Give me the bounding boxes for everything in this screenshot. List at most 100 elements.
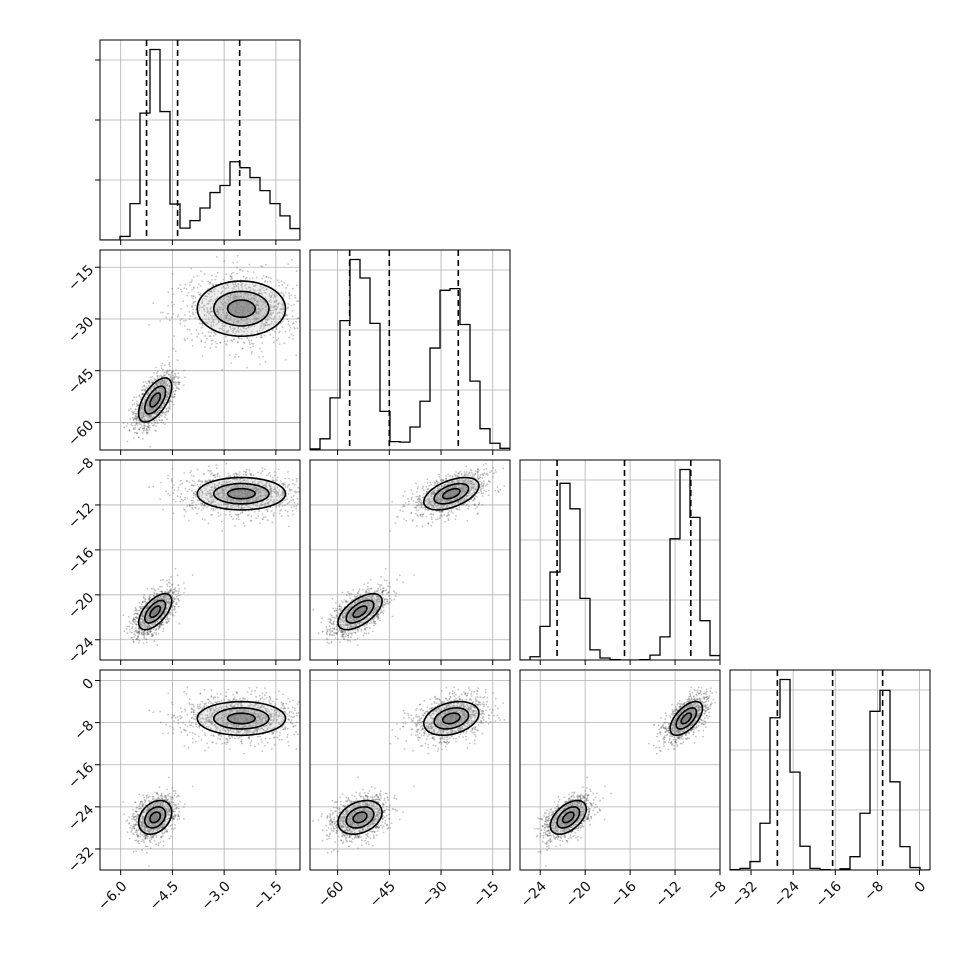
sample-point — [331, 480, 333, 482]
sample-point — [273, 471, 276, 473]
sample-point — [147, 404, 150, 407]
sample-point — [166, 369, 169, 372]
sample-point — [143, 425, 146, 428]
sample-point — [155, 383, 158, 386]
sample-point — [202, 306, 205, 308]
sample-point — [282, 308, 285, 311]
sample-point — [191, 305, 193, 307]
sample-point — [211, 343, 213, 345]
sample-point — [171, 611, 174, 614]
sample-point — [260, 305, 263, 307]
sample-point — [237, 294, 240, 296]
sample-point — [207, 303, 210, 305]
sample-point — [162, 383, 165, 385]
sample-point — [142, 427, 144, 430]
sample-point — [291, 498, 294, 501]
sample-point — [280, 514, 283, 517]
sample-point — [154, 390, 157, 393]
sample-point — [168, 356, 170, 358]
sample-point — [201, 301, 204, 304]
sample-point — [167, 595, 169, 598]
sample-point — [166, 392, 169, 395]
sample-point — [142, 618, 145, 621]
sample-point — [162, 380, 164, 383]
sample-point — [153, 631, 156, 634]
sample-point — [147, 400, 150, 403]
sample-point — [171, 380, 174, 382]
sample-point — [225, 316, 227, 319]
sample-point — [204, 321, 207, 324]
sample-point — [172, 591, 175, 593]
sample-point — [165, 600, 168, 603]
sample-point — [191, 279, 193, 281]
sample-point — [155, 598, 158, 601]
sample-point — [211, 339, 214, 341]
sample-point — [271, 476, 274, 479]
sample-point — [155, 425, 157, 428]
sample-point — [248, 277, 251, 280]
sample-point — [266, 319, 269, 321]
sample-point — [258, 292, 260, 295]
sample-point — [172, 390, 175, 393]
sample-point — [133, 630, 136, 633]
sample-point — [154, 421, 157, 424]
sample-point — [310, 500, 312, 502]
sample-point — [161, 391, 164, 393]
sample-point — [182, 499, 185, 502]
sample-point — [223, 319, 226, 322]
sample-point — [200, 270, 202, 272]
sample-point — [186, 305, 189, 307]
sample-point — [148, 397, 151, 400]
sample-point — [198, 309, 201, 312]
sample-point — [177, 381, 180, 383]
sample-point — [209, 300, 211, 302]
sample-point — [155, 603, 158, 605]
sample-point — [175, 590, 178, 593]
sample-point — [233, 287, 235, 290]
sample-point — [252, 342, 255, 345]
sample-point — [162, 627, 165, 630]
sample-point — [265, 288, 268, 291]
sample-point — [235, 295, 238, 298]
sample-point — [157, 390, 160, 392]
sample-point — [260, 334, 262, 337]
sample-point — [301, 488, 303, 490]
sample-point — [221, 368, 224, 371]
sample-point — [135, 396, 138, 398]
sample-point — [258, 315, 260, 318]
sample-point — [287, 306, 290, 309]
sample-point — [196, 286, 199, 289]
sample-point — [262, 300, 265, 303]
sample-point — [241, 270, 244, 272]
sample-point — [277, 303, 279, 306]
sample-point — [239, 322, 242, 324]
sample-point — [134, 612, 137, 615]
sample-point — [192, 484, 195, 487]
sample-point — [184, 487, 187, 490]
sample-point — [162, 602, 165, 605]
sample-point — [273, 295, 276, 298]
sample-point — [145, 617, 148, 619]
sample-point — [269, 309, 272, 312]
sample-point — [149, 426, 151, 429]
sample-point — [135, 418, 138, 421]
sample-point — [259, 327, 261, 330]
sample-point — [281, 307, 284, 310]
sample-point — [150, 630, 153, 633]
sample-point — [160, 590, 163, 593]
sample-point — [135, 638, 138, 641]
sample-point — [146, 393, 149, 396]
sample-point — [210, 325, 213, 327]
sample-point — [163, 374, 165, 377]
sample-point — [245, 333, 248, 335]
sample-point — [143, 626, 146, 629]
sample-point — [178, 383, 181, 386]
sample-point — [193, 286, 195, 288]
sample-point — [159, 414, 162, 417]
sample-point — [147, 614, 150, 616]
sample-point — [126, 440, 129, 443]
sample-point — [166, 398, 168, 401]
sample-point — [264, 304, 267, 307]
sample-point — [160, 387, 163, 390]
sample-point — [211, 302, 214, 305]
